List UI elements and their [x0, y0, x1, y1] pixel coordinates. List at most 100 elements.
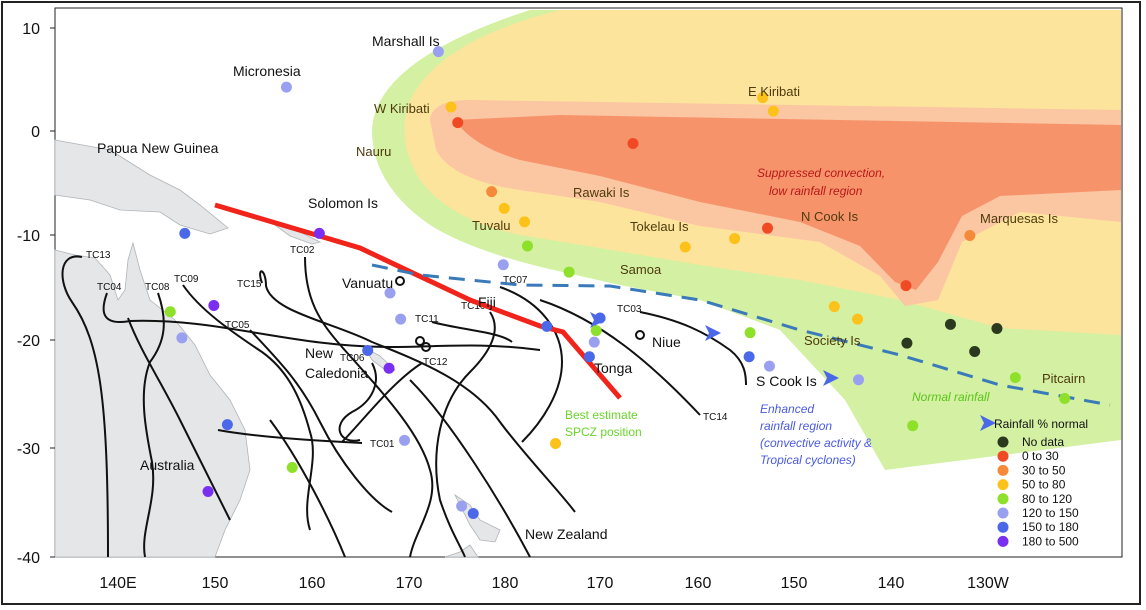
track-tc11	[431, 321, 513, 343]
station-dot	[221, 419, 233, 431]
arrow-icon	[823, 370, 839, 386]
rainfall-regions	[372, 10, 1121, 470]
track-tc10	[435, 311, 496, 558]
station-dot	[744, 327, 756, 339]
legend-swatch	[997, 507, 1009, 519]
cyclone-label: TC15	[237, 279, 262, 290]
y-tick: -40	[17, 550, 40, 567]
station-dot	[384, 287, 396, 299]
place-label: S Cook Is	[756, 373, 817, 389]
cyclone-label: TC14	[703, 412, 728, 423]
normal-rainfall-label: Normal rainfall	[912, 390, 990, 404]
station-dot	[853, 374, 865, 386]
cyclone-labels: TC01 TC02 TC03 TC04 TC05 TC06 TC07 TC08 …	[86, 245, 728, 450]
land-masses	[54, 139, 501, 558]
cyclone-genesis-markers	[395, 276, 645, 352]
x-tick: 160	[685, 575, 712, 592]
cyclone-label: TC01	[370, 439, 395, 450]
legend-swatch	[997, 521, 1009, 533]
legend-swatch	[997, 436, 1009, 448]
x-tick: 140E	[99, 575, 136, 592]
legend-swatch	[997, 464, 1009, 476]
place-label: Solomon Is	[308, 195, 378, 211]
station-dot	[563, 266, 575, 278]
legend-swatch	[997, 493, 1009, 505]
cyclone-label: TC02	[290, 245, 315, 256]
arrow-icon	[980, 415, 996, 431]
station-dot	[362, 344, 374, 356]
legend-label: No data	[1022, 435, 1064, 449]
legend-label: 50 to 80	[1022, 478, 1066, 492]
track-tc02	[304, 256, 434, 558]
cyclone-label: TC04	[97, 282, 122, 293]
station-dot	[445, 101, 457, 113]
place-label: New	[305, 345, 334, 361]
station-dots	[164, 46, 1071, 519]
place-label: Tokelau Is	[630, 219, 689, 234]
place-label: Tuvalu	[472, 218, 511, 233]
station-dot	[550, 437, 562, 449]
station-dot	[757, 92, 769, 104]
station-dot	[907, 420, 919, 432]
x-tick: 140	[878, 575, 905, 592]
legend-swatch	[997, 535, 1009, 547]
station-dot	[763, 360, 775, 372]
station-dot	[541, 320, 553, 332]
spcz-label: Best estimate	[565, 408, 638, 422]
track-tc04	[102, 292, 541, 351]
x-tick: 170	[396, 575, 423, 592]
legend-label: 80 to 120	[1022, 492, 1072, 506]
track-tc03	[639, 311, 747, 386]
y-tick: -10	[17, 228, 40, 245]
arrow-icon	[705, 325, 721, 341]
station-dot	[743, 351, 755, 363]
place-label: Marquesas Is	[980, 211, 1059, 226]
place-labels: Marshall Is Micronesia W Kiribati E Kiri…	[97, 33, 1085, 542]
cyclone-label: TC11	[415, 314, 439, 325]
track-tc12	[341, 362, 423, 443]
x-tick: 150	[202, 575, 229, 592]
track-tc14	[539, 299, 701, 416]
cyclone-label: TC09	[174, 274, 199, 285]
place-label: Australia	[140, 457, 195, 473]
place-label: Rawaki Is	[573, 185, 630, 200]
station-dot	[991, 323, 1003, 335]
x-tick: 180	[492, 575, 519, 592]
spcz-climatology-dashed-line	[371, 263, 1111, 407]
track-tc08b	[127, 317, 231, 521]
station-dot	[627, 138, 639, 150]
station-dot	[1059, 393, 1071, 405]
y-tick: 0	[31, 124, 40, 141]
legend-swatch	[997, 450, 1009, 462]
cyclone-label: TC05	[225, 320, 250, 331]
station-dot	[1009, 372, 1021, 384]
station-dot	[313, 227, 325, 239]
cyclone-label: TC12	[423, 357, 448, 368]
station-dot	[969, 345, 981, 357]
legend-title: Rainfall % normal	[994, 417, 1088, 431]
station-dot	[901, 337, 913, 349]
station-dot	[467, 507, 479, 519]
enhanced-label: Enhanced	[760, 402, 814, 416]
station-dot	[521, 240, 533, 252]
place-label: Nauru	[356, 144, 391, 159]
station-dot	[679, 241, 691, 253]
suppressed-label: Suppressed convection,	[757, 166, 885, 180]
place-label: Vanuatu	[342, 275, 393, 291]
place-label: N Cook Is	[801, 209, 859, 224]
track-tc07	[499, 286, 564, 443]
station-dot	[383, 362, 395, 374]
region-annotations: Suppressed convection, low rainfall regi…	[565, 166, 990, 467]
legend-label: 0 to 30	[1022, 449, 1059, 463]
place-label: Caledonia	[305, 365, 368, 381]
station-dot	[208, 300, 220, 312]
station-dot	[432, 46, 444, 58]
track-tc01	[217, 429, 363, 444]
cyclone-label: TC03	[617, 304, 642, 315]
track-tc08	[142, 292, 165, 558]
place-label: Marshall Is	[372, 33, 440, 49]
station-dot	[519, 216, 531, 228]
